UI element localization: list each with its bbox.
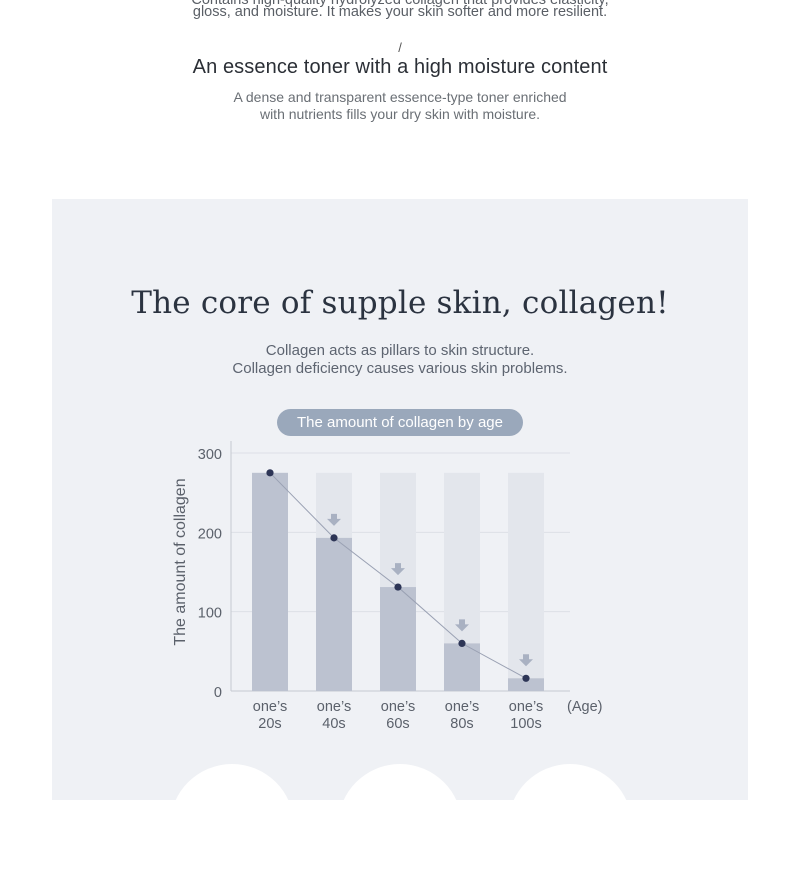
data-point: [266, 469, 274, 477]
collagen-section-title: The core of supple skin, collagen!: [131, 285, 669, 321]
divider-slash: /: [398, 40, 402, 55]
x-tick-label: 60s: [386, 716, 409, 732]
data-point: [458, 639, 466, 648]
data-point: [394, 583, 402, 591]
feature-circle-3: [508, 764, 632, 888]
partial-intro-line-2: gloss, and moisture. It makes your skin …: [192, 4, 608, 20]
x-tick-label: 40s: [322, 716, 345, 732]
bar: [444, 643, 480, 691]
bar: [380, 587, 416, 691]
x-tick-label: one’s: [445, 699, 479, 715]
data-point: [522, 674, 530, 682]
x-tick-label: 100s: [510, 716, 541, 732]
decrease-arrow-icon: [519, 654, 533, 667]
essence-desc-line-2: with nutrients fills your dry skin with …: [259, 106, 541, 122]
feature-circle-2: [338, 764, 462, 888]
y-axis-label: The amount of collagen: [172, 478, 189, 645]
essence-toner-description: A dense and transparent essence-type ton…: [0, 89, 800, 123]
essence-toner-heading: An essence toner with a high moisture co…: [192, 56, 608, 78]
x-tick-label: one’s: [381, 699, 415, 715]
y-tick-label: 100: [198, 606, 222, 622]
bar: [252, 472, 288, 691]
y-tick-label: 200: [198, 526, 222, 542]
x-tick-label: one’s: [317, 699, 351, 715]
decrease-arrow-icon: [455, 619, 469, 632]
collagen-desc-line-2: Collagen deficiency causes various skin …: [232, 360, 568, 377]
decrease-arrow-icon: [327, 513, 341, 526]
bar: [508, 678, 544, 691]
partial-intro-line-1: Contains high-quality hydrolyzed collage…: [191, 0, 609, 8]
essence-desc-line-1: A dense and transparent essence-type ton…: [233, 89, 567, 105]
x-tick-label: one’s: [509, 699, 543, 715]
y-tick-label: 0: [214, 685, 222, 701]
x-axis-label: (Age): [567, 699, 602, 715]
feature-circle-1: [170, 764, 294, 888]
x-tick-label: one’s: [253, 699, 287, 715]
data-point: [330, 534, 338, 542]
collagen-desc-line-1: Collagen acts as pillars to skin structu…: [265, 342, 535, 359]
bar: [316, 537, 352, 691]
collagen-section-description: Collagen acts as pillars to skin structu…: [52, 342, 748, 378]
x-tick-label: 20s: [258, 716, 281, 732]
y-tick-label: 300: [198, 447, 222, 463]
decrease-arrow-icon: [391, 563, 405, 576]
x-tick-label: 80s: [450, 716, 473, 732]
chart-title-badge: The amount of collagen by age: [277, 409, 523, 436]
